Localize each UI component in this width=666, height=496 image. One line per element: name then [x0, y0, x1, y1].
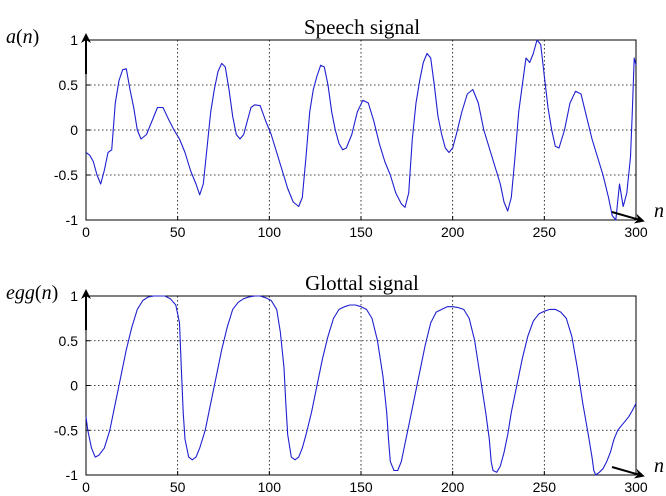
speech-y-tick-label: 0 [70, 122, 78, 138]
speech-x-axis-label: n [654, 200, 664, 222]
glottal-x-tick-label: 300 [624, 479, 648, 495]
glottal-y-tick-label: -1 [66, 467, 79, 483]
glottal-y-ticks: -1 -0.5 0 0.5 1 [54, 288, 90, 483]
speech-ylabel-arg: n [23, 26, 33, 48]
glottal-title: Glottal signal [305, 271, 419, 295]
glottal-x-tick-label: 200 [441, 479, 465, 495]
glottal-x-ticks: 0 50 100 150 200 250 300 [82, 471, 648, 495]
glottal-ylabel-arg: n [42, 282, 52, 304]
speech-title: Speech signal [304, 15, 420, 39]
speech-x-tick-label: 150 [349, 224, 373, 240]
glottal-grid [86, 296, 636, 475]
speech-y-tick-label: 0.5 [59, 77, 79, 93]
glottal-y-tick-label: 0 [70, 378, 78, 394]
speech-ylabel-var: a [6, 26, 16, 48]
glottal-y-tick-label: -0.5 [54, 422, 78, 438]
speech-y-tick-label: -1 [66, 212, 79, 228]
speech-y-tick-label: 1 [70, 32, 78, 48]
speech-x-tick-label: 100 [258, 224, 282, 240]
glottal-x-axis-arrow [611, 466, 645, 479]
glottal-y-axis-label: egg(n) [6, 282, 58, 304]
glottal-plot: -1 -0.5 0 0.5 1 0 50 100 150 200 250 300 Glottal s… [6, 271, 664, 495]
speech-plot: -1 -0.5 0 0.5 1 0 50 100 150 200 250 300 Speech si… [6, 15, 664, 240]
speech-y-tick-label: -0.5 [54, 167, 78, 183]
speech-x-ticks: 0 50 100 150 200 250 300 [82, 216, 648, 240]
glottal-ylabel-var: egg [6, 282, 35, 304]
speech-x-tick-label: 200 [441, 224, 465, 240]
speech-x-tick-label: 0 [82, 224, 90, 240]
speech-grid [86, 40, 636, 220]
speech-series-line [85, 39, 637, 221]
speech-y-axis-label: a(n) [6, 26, 39, 48]
glottal-y-tick-label: 1 [70, 288, 78, 304]
glottal-x-tick-label: 0 [82, 479, 90, 495]
glottal-x-tick-label: 100 [258, 479, 282, 495]
glottal-x-tick-label: 250 [533, 479, 557, 495]
speech-x-tick-label: 300 [624, 224, 648, 240]
glottal-y-tick-label: 0.5 [59, 333, 79, 349]
speech-x-axis-arrow [611, 211, 645, 224]
speech-y-ticks: -1 -0.5 0 0.5 1 [54, 32, 90, 228]
speech-x-tick-label: 50 [170, 224, 186, 240]
glottal-x-tick-label: 50 [170, 479, 186, 495]
glottal-series-line [85, 295, 637, 476]
speech-x-tick-label: 250 [533, 224, 557, 240]
glottal-x-tick-label: 150 [349, 479, 373, 495]
glottal-x-axis-label: n [654, 455, 664, 477]
